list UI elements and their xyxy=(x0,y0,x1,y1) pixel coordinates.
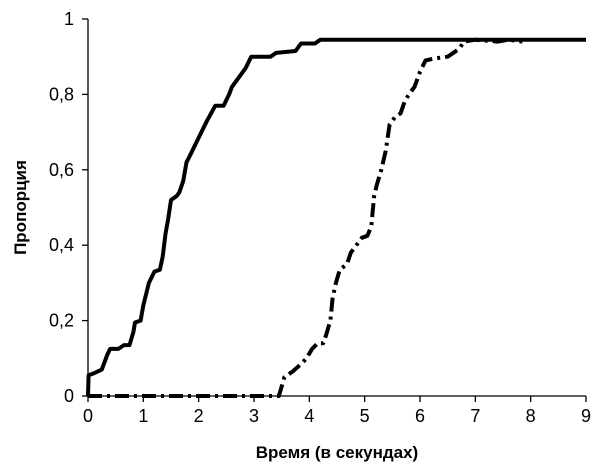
series-line-dash-dot xyxy=(88,37,523,398)
y-tick-label: 0,2 xyxy=(49,311,74,331)
y-axis-ticks: 0 0,2 0,4 0,6 0,8 1 xyxy=(49,9,88,406)
y-axis-title: Пропорция xyxy=(11,160,30,255)
series-line-solid xyxy=(86,37,586,397)
x-tick-label: 7 xyxy=(470,406,480,426)
y-tick-label: 0,4 xyxy=(49,235,74,255)
x-axis-title: Время (в секундах) xyxy=(256,443,418,462)
x-tick-label: 4 xyxy=(304,406,314,426)
y-tick-label: 0,8 xyxy=(49,84,74,104)
axes xyxy=(87,19,586,397)
x-tick-label: 0 xyxy=(83,406,93,426)
y-tick-label: 1 xyxy=(64,9,74,29)
series-group xyxy=(86,37,586,398)
y-tick-label: 0 xyxy=(64,386,74,406)
x-tick-label: 6 xyxy=(415,406,425,426)
x-tick-label: 1 xyxy=(138,406,148,426)
x-tick-label: 8 xyxy=(526,406,536,426)
x-tick-label: 3 xyxy=(249,406,259,426)
x-tick-label: 2 xyxy=(194,406,204,426)
x-tick-label: 5 xyxy=(360,406,370,426)
x-tick-label: 9 xyxy=(581,406,591,426)
x-axis-ticks: 0 1 2 3 4 5 6 7 8 9 xyxy=(83,396,591,426)
y-tick-label: 0,6 xyxy=(49,160,74,180)
